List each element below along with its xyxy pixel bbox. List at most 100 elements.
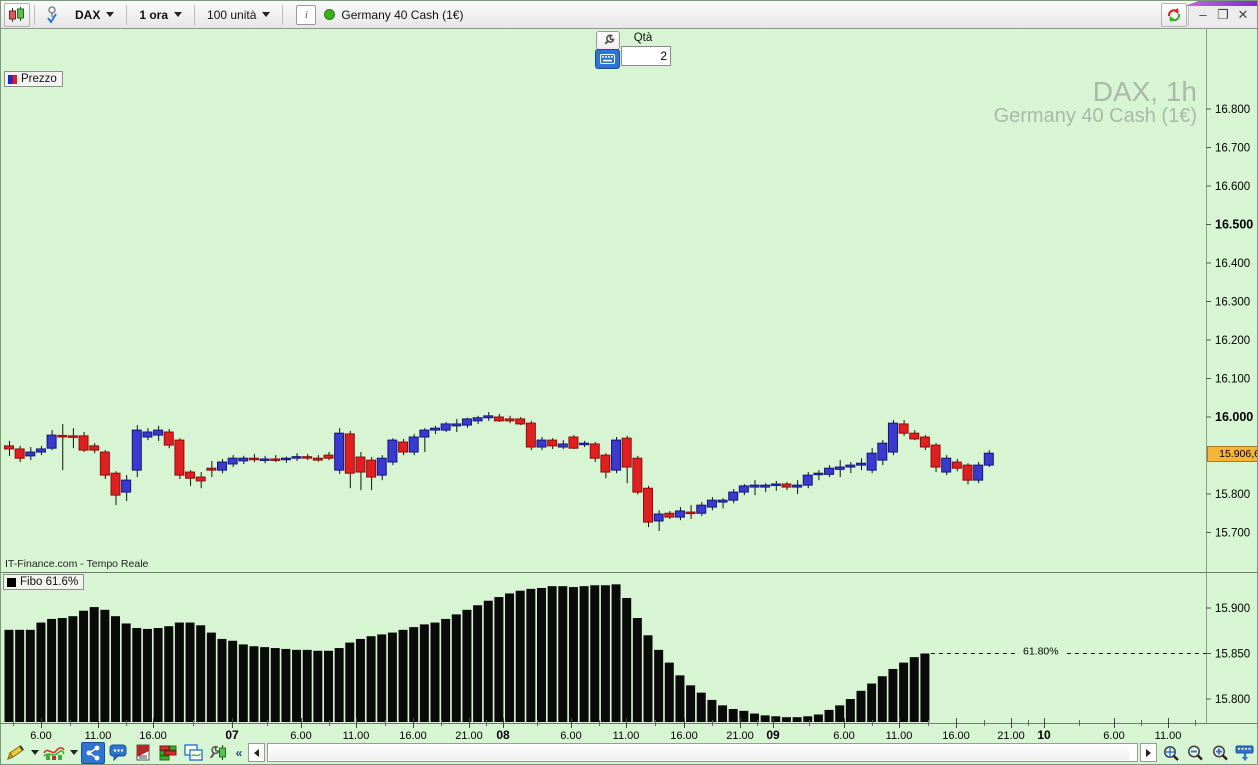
histogram-bar xyxy=(909,657,919,722)
maximize-button[interactable]: ❐ xyxy=(1217,6,1229,22)
svg-text:16.000: 16.000 xyxy=(1215,410,1253,424)
candle-down xyxy=(398,441,409,453)
keyboard-shortcut-button[interactable] xyxy=(1233,742,1257,764)
histogram-bar xyxy=(899,662,909,722)
draw-tools-button[interactable] xyxy=(3,742,27,764)
histogram-bar xyxy=(718,705,728,722)
histogram-bar xyxy=(867,683,877,722)
histogram-bar xyxy=(707,699,717,722)
svg-text:10: 10 xyxy=(1037,728,1051,742)
histogram-bar xyxy=(856,690,866,722)
candle-up xyxy=(749,484,760,488)
histogram-bar xyxy=(739,710,749,722)
histogram-bar xyxy=(89,607,99,722)
candle-up xyxy=(983,452,994,466)
zoom-out-button[interactable] xyxy=(1183,742,1207,764)
histogram-bar xyxy=(728,709,738,722)
indicators-button[interactable] xyxy=(42,742,66,764)
svg-text:6.00: 6.00 xyxy=(290,730,311,742)
triangle-left-icon xyxy=(254,748,259,757)
candle-up xyxy=(941,457,952,473)
candle-up xyxy=(536,439,547,448)
histogram-bar xyxy=(419,624,429,722)
histogram-bar xyxy=(324,650,333,722)
workspaces-button[interactable] xyxy=(181,742,205,764)
close-button[interactable]: ✕ xyxy=(1237,6,1249,22)
draw-tools-dropdown[interactable] xyxy=(28,742,41,764)
candle-down xyxy=(643,487,653,523)
candle-down xyxy=(547,439,558,447)
link-anchor-button[interactable] xyxy=(39,3,65,27)
histogram-bar xyxy=(451,614,461,722)
indicator-legend[interactable]: Fibo 61.6% xyxy=(3,574,85,590)
candle-down xyxy=(270,458,281,461)
candles[interactable] xyxy=(4,411,994,531)
data-provider-note: IT-Finance.com - Tempo Reale xyxy=(5,558,149,570)
share-button[interactable] xyxy=(81,741,105,764)
candle-down xyxy=(312,457,323,461)
candle-down xyxy=(344,433,355,474)
price-series-icon xyxy=(8,74,17,84)
svg-text:16.400: 16.400 xyxy=(1215,258,1250,270)
histogram-bar xyxy=(781,717,791,722)
orders-button[interactable] xyxy=(156,742,180,764)
virtual-keyboard-button[interactable] xyxy=(595,49,620,69)
svg-text:07: 07 xyxy=(225,728,239,742)
candle-down xyxy=(504,418,515,422)
scroll-left-button[interactable] xyxy=(248,743,265,762)
scrollbar-thumb[interactable] xyxy=(269,745,1130,760)
indicator-series-label: Fibo 61.6% xyxy=(20,576,79,588)
histogram-bar xyxy=(526,588,536,722)
collapse-toolbar-button[interactable]: « xyxy=(235,745,243,760)
order-settings-button[interactable] xyxy=(596,31,620,50)
histogram-bar xyxy=(771,716,781,722)
svg-text:16.00: 16.00 xyxy=(399,730,427,742)
candle-up xyxy=(472,417,483,422)
scroll-right-button[interactable] xyxy=(1140,743,1157,762)
svg-text:09: 09 xyxy=(766,728,780,742)
candlestick-style-button[interactable] xyxy=(4,2,30,27)
histogram-bar xyxy=(664,662,674,722)
svg-text:11.00: 11.00 xyxy=(886,730,913,742)
chart-scrollbar[interactable] xyxy=(267,743,1138,762)
news-button[interactable] xyxy=(131,742,155,764)
refresh-button[interactable] xyxy=(1161,2,1187,27)
histogram-bar xyxy=(643,635,653,722)
fibo-histogram xyxy=(4,584,930,722)
units-dropdown[interactable]: 100 unità xyxy=(199,3,278,27)
chart-settings-button[interactable] xyxy=(206,742,230,764)
histogram-bar xyxy=(462,609,472,722)
price-series-legend[interactable]: Prezzo xyxy=(4,71,63,87)
histogram-bar xyxy=(206,632,216,722)
histogram-bar xyxy=(515,590,525,722)
timeframe-dropdown[interactable]: 1 ora xyxy=(131,3,190,27)
wrench-icon xyxy=(603,34,615,45)
timeframe-dropdown-label: 1 ora xyxy=(139,7,169,22)
candle-down xyxy=(302,456,313,459)
candle-down xyxy=(898,423,909,434)
chat-button[interactable] xyxy=(106,742,130,764)
quantity-input[interactable] xyxy=(621,46,671,66)
candle-down xyxy=(14,448,25,459)
sub-y-axis: 15.900 15.850 15.800 xyxy=(1206,603,1250,706)
zoom-fit-button[interactable] xyxy=(1158,742,1182,764)
histogram-bar xyxy=(281,648,291,722)
candle-up xyxy=(35,448,46,453)
indicators-dropdown[interactable] xyxy=(67,742,80,764)
candle-up xyxy=(717,499,728,503)
histogram-bar xyxy=(824,709,834,722)
main-y-axis: 16.800 16.700 16.600 16.500 16.400 16.300 16.2… xyxy=(1206,104,1253,540)
histogram-bar xyxy=(505,593,515,722)
histogram-bar xyxy=(686,685,696,722)
minimize-button[interactable]: – xyxy=(1199,6,1207,22)
zoom-in-button[interactable] xyxy=(1208,742,1232,764)
candle-up xyxy=(46,434,57,449)
candle-down xyxy=(589,443,600,459)
info-button[interactable]: i xyxy=(296,4,317,25)
histogram-bar xyxy=(270,648,280,722)
candle-down xyxy=(78,435,89,451)
histogram-bar xyxy=(611,584,621,722)
toolbar-separator xyxy=(34,4,35,25)
instrument-dropdown[interactable]: DAX xyxy=(67,3,122,27)
